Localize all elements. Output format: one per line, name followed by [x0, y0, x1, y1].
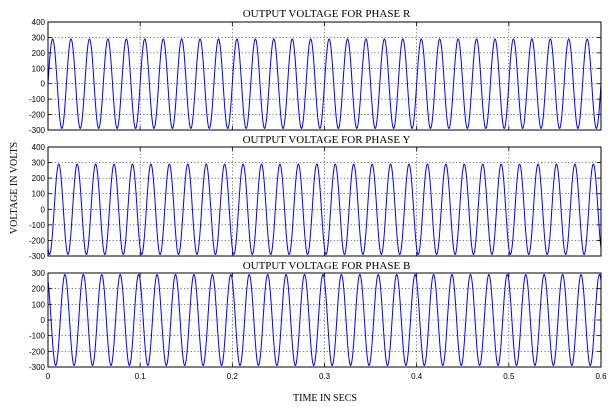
y-tick-label: 200	[32, 285, 46, 294]
y-tick-label: -300	[29, 252, 46, 261]
x-tick-label: 0.6	[595, 372, 607, 381]
y-tick-label: -200	[29, 111, 46, 120]
y-tick-label: 300	[32, 159, 46, 168]
waveform-line	[47, 163, 602, 255]
subplot-title: OUTPUT VOLTAGE FOR PHASE R	[243, 8, 411, 20]
y-tick-label: 0	[41, 316, 46, 325]
x-tick-label: 0.1	[135, 372, 147, 381]
y-tick-label: 300	[32, 269, 46, 278]
y-tick-label: 100	[32, 190, 46, 199]
y-axis-label: VOLTAGE IN VOLTS	[9, 142, 20, 234]
subplot-1: OUTPUT VOLTAGE FOR PHASE R 400 300 200 100 0 -…	[29, 8, 602, 135]
y-tick-label: 300	[32, 33, 46, 42]
x-tick-label: 0.5	[503, 372, 515, 381]
subplot-3: OUTPUT VOLTAGE FOR PHASE B 300 200 100 0 -100…	[29, 260, 607, 381]
x-tick-label: 0	[46, 372, 51, 381]
x-axis-label: TIME IN SECS	[293, 393, 357, 404]
y-tick-label: 0	[41, 205, 46, 214]
y-tick-label: -100	[29, 332, 46, 341]
waveform-line	[47, 38, 602, 130]
x-tick-label: 0.3	[319, 372, 331, 381]
y-tick-label: 100	[32, 64, 46, 73]
waveform-line	[47, 274, 602, 366]
y-tick-label: -200	[29, 236, 46, 245]
subplot-title: OUTPUT VOLTAGE FOR PHASE Y	[243, 134, 411, 146]
y-tick-label: -100	[29, 95, 46, 104]
subplot-stack: OUTPUT VOLTAGE FOR PHASE R4003002001000-…	[29, 8, 607, 381]
y-tick-label: -100	[29, 221, 46, 230]
y-tick-label: 0	[41, 80, 46, 89]
y-tick-label: -300	[29, 126, 46, 135]
x-tick-label: 0.2	[227, 372, 239, 381]
y-tick-label: -200	[29, 347, 46, 356]
y-tick-label: -300	[29, 363, 46, 372]
x-tick-label: 0.4	[411, 372, 423, 381]
y-tick-label: 200	[32, 49, 46, 58]
subplot-title: OUTPUT VOLTAGE FOR PHASE B	[243, 260, 411, 272]
y-tick-label: 200	[32, 174, 46, 183]
y-tick-label: 100	[32, 300, 46, 309]
y-tick-label: 400	[32, 143, 46, 152]
subplot-2: OUTPUT VOLTAGE FOR PHASE Y 400 300 200 100 0 -…	[29, 134, 602, 261]
y-tick-label: 400	[32, 18, 46, 27]
